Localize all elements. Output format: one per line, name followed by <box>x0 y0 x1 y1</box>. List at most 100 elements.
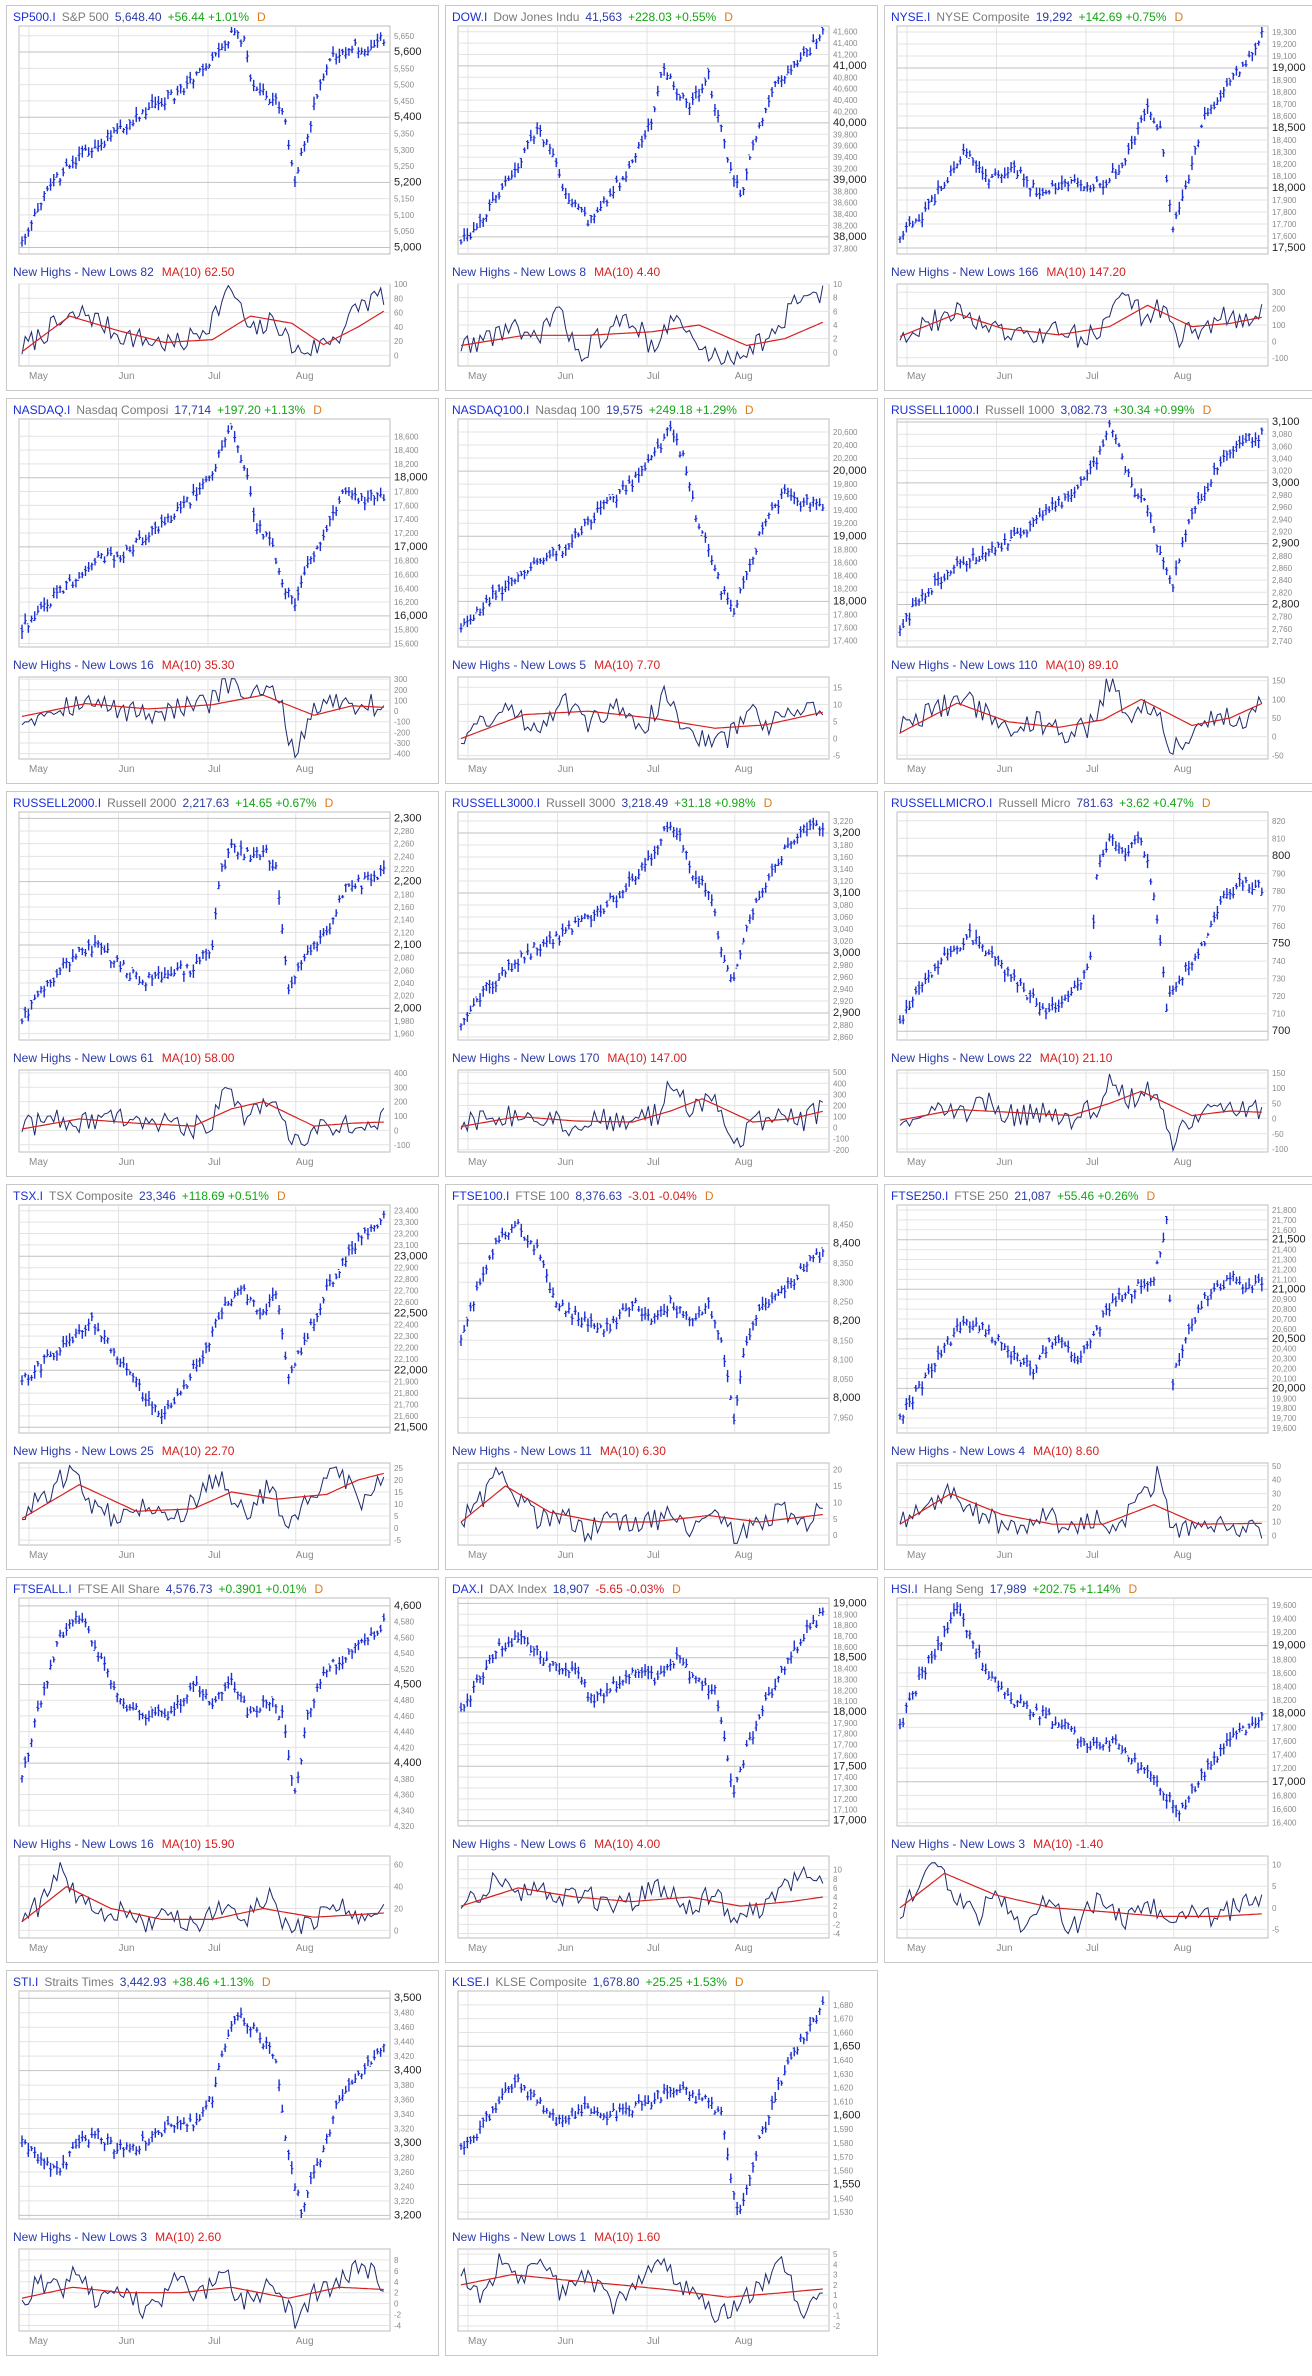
nhnl-line <box>21 1086 385 1147</box>
y-tick-label: 18,000 <box>394 472 428 484</box>
y-tick-label: 18,100 <box>1272 172 1297 181</box>
y-tick-label: 20,800 <box>1272 1305 1297 1314</box>
last-price: 3,218.49 <box>621 796 669 810</box>
last-price: 3,082.73 <box>1060 403 1108 417</box>
y-tick-label: 2,840 <box>1272 576 1293 585</box>
y-tick-label: 5,500 <box>394 81 415 90</box>
index-name: NYSE Composite <box>936 10 1030 24</box>
panel-header: RUSSELL3000.I Russell 3000 3,218.49 +31.18 … <box>452 795 772 811</box>
price-change: +249.18 +1.29% <box>648 403 737 417</box>
symbol-link[interactable]: SP500.I <box>13 10 56 24</box>
symbol-link[interactable]: RUSSELLMICRO.I <box>891 796 993 810</box>
y-tick-label: 18,200 <box>833 584 858 593</box>
y-tick-label: 19,800 <box>833 480 858 489</box>
y-tick-label: 730 <box>1272 975 1286 984</box>
period-link[interactable]: D <box>1201 796 1211 810</box>
y-tick-label: 17,600 <box>394 501 419 510</box>
period-link[interactable]: D <box>704 1189 714 1203</box>
index-name: Russell 2000 <box>107 796 177 810</box>
symbol-link[interactable]: RUSSELL2000.I <box>13 796 102 810</box>
nhnl-line <box>899 291 1263 349</box>
y-tick-label: 2,860 <box>1272 564 1293 573</box>
chart-panel-russell1000i: RUSSELL1000.I Russell 1000 3,082.73 +30.34 … <box>884 398 1312 784</box>
y-tick-label: 2,960 <box>1272 503 1293 512</box>
y-tick-label: 2,040 <box>394 979 415 988</box>
x-month-label: Jul <box>647 1550 660 1561</box>
chart-panel-russellmicroi: RUSSELLMICRO.I Russell Micro 781.63 +3.62 +… <box>884 791 1312 1177</box>
plot-area <box>457 1069 830 1153</box>
symbol-link[interactable]: RUSSELL1000.I <box>891 403 980 417</box>
y-tick-label: 2,960 <box>833 973 854 982</box>
y-tick-label: 18,600 <box>394 432 419 441</box>
panel-header: FTSE100.I FTSE 100 8,376.63 -3.01 -0.04% D <box>452 1188 714 1204</box>
symbol-link[interactable]: TSX.I <box>13 1189 44 1203</box>
symbol-link[interactable]: FTSE100.I <box>452 1189 510 1203</box>
y-tick-label: 0 <box>394 351 399 360</box>
y-tick-label: 21,200 <box>1272 1265 1297 1274</box>
period-link[interactable]: D <box>313 403 322 417</box>
y-tick-label: 23,300 <box>394 1218 419 1227</box>
y-tick-label: 400 <box>833 1079 847 1088</box>
symbol-link[interactable]: NYSE.I <box>891 10 931 24</box>
nhnl-line <box>460 1466 823 1544</box>
ma-label: MA(10) <box>599 1444 640 1458</box>
period-link[interactable]: D <box>324 796 334 810</box>
y-tick-label: 20,500 <box>1272 1333 1306 1345</box>
y-tick-label: 17,400 <box>394 515 419 524</box>
y-tick-label: 8,350 <box>833 1259 854 1268</box>
period-link[interactable]: D <box>763 796 773 810</box>
symbol-link[interactable]: DOW.I <box>452 10 488 24</box>
y-tick-label: 2,980 <box>833 961 854 970</box>
symbol-link[interactable]: FTSE250.I <box>891 1189 949 1203</box>
symbol-link[interactable]: NASDAQ.I <box>13 403 71 417</box>
price-change: +197.20 +1.13% <box>217 403 306 417</box>
y-tick-label: 17,200 <box>394 529 419 538</box>
y-tick-label: 5,350 <box>394 129 415 138</box>
y-tick-label: 19,600 <box>833 493 858 502</box>
y-tick-label: 18,900 <box>1272 76 1297 85</box>
ma-line <box>21 1472 384 1520</box>
period-link[interactable]: D <box>744 403 754 417</box>
panel-header: DOW.I Dow Jones Indu 41,563 +228.03 +0.55% D <box>452 9 733 25</box>
y-tick-label: 2 <box>833 335 838 344</box>
y-tick-label: 41,000 <box>833 60 867 72</box>
y-tick-label: 19,400 <box>833 506 858 515</box>
symbol-link[interactable]: RUSSELL3000.I <box>452 796 541 810</box>
x-month-label: Jun <box>997 371 1013 382</box>
y-tick-label: 3,100 <box>1272 416 1300 428</box>
period-link[interactable]: D <box>1174 10 1184 24</box>
nhnl-header: New Highs - New Lows 61 MA(10) 58.00 <box>13 1051 234 1065</box>
ma-value: 6.30 <box>642 1444 666 1458</box>
y-tick-label: 2,980 <box>1272 491 1293 500</box>
panel-header: RUSSELL1000.I Russell 1000 3,082.73 +30.34 … <box>891 402 1211 418</box>
chart-panel-russell2000i: RUSSELL2000.I Russell 2000 2,217.63 +14.65 … <box>6 791 439 1177</box>
y-tick-label: 700 <box>1272 1025 1290 1037</box>
y-tick-label: 720 <box>1272 992 1286 1001</box>
symbol-link[interactable]: NASDAQ100.I <box>452 403 530 417</box>
price-change: +228.03 +0.55% <box>628 10 717 24</box>
nhnl-value: 22 <box>1018 1051 1032 1065</box>
ma-line <box>460 1485 823 1523</box>
x-month-label: Jun <box>119 1157 135 1168</box>
y-tick-label: 20,400 <box>833 441 858 450</box>
nhnl-line <box>21 284 385 357</box>
y-tick-label: 19,000 <box>833 530 867 542</box>
y-tick-label: 18,700 <box>1272 100 1297 109</box>
plot-area <box>457 1204 830 1434</box>
chart-panel-ftse250i: FTSE250.I FTSE 250 21,087 +55.46 +0.26% D 21… <box>884 1184 1312 1570</box>
x-month-label: Aug <box>735 764 753 775</box>
period-link[interactable]: D <box>724 10 733 24</box>
period-link[interactable]: D <box>276 1189 286 1203</box>
y-tick-label: 5,650 <box>394 32 415 41</box>
y-tick-label: 20,000 <box>833 465 867 477</box>
y-tick-label: 100 <box>1272 1084 1286 1093</box>
y-tick-label: 1,960 <box>394 1030 415 1039</box>
y-tick-label: 19,200 <box>1272 40 1297 49</box>
y-tick-label: 2,280 <box>394 827 415 836</box>
y-tick-label: 20,200 <box>833 454 858 463</box>
period-link[interactable]: D <box>1146 1189 1156 1203</box>
period-link[interactable]: D <box>256 10 266 24</box>
x-month-label: May <box>468 1550 487 1561</box>
x-month-label: Aug <box>296 371 314 382</box>
period-link[interactable]: D <box>1202 403 1212 417</box>
